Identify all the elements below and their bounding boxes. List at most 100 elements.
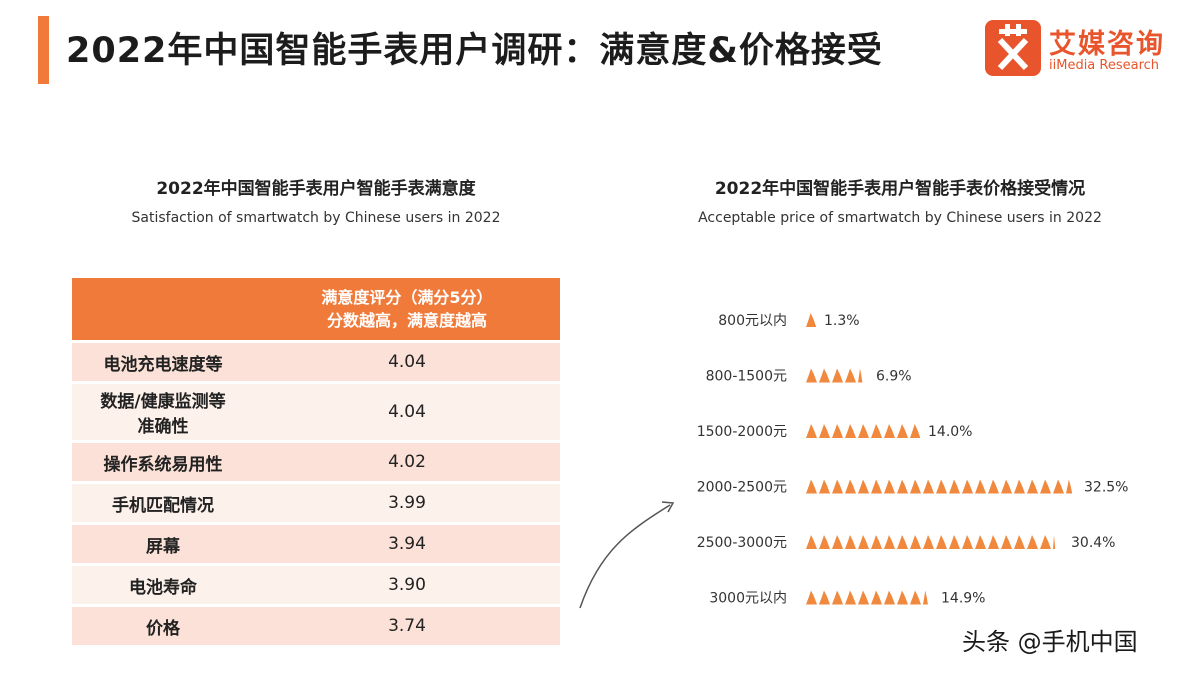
price-bar-icon bbox=[806, 535, 817, 549]
price-bar-icon bbox=[845, 535, 856, 549]
row-score: 3.90 bbox=[254, 563, 560, 606]
price-bar-icon bbox=[871, 424, 882, 438]
price-value-label: 32.5% bbox=[1084, 480, 1128, 496]
price-bar-icon bbox=[923, 535, 934, 549]
price-bar-icon bbox=[819, 590, 830, 605]
price-bar-icon bbox=[845, 479, 856, 494]
price-bar-icon bbox=[988, 535, 999, 549]
price-bar-icon bbox=[819, 368, 830, 383]
row-item: 电池充电速度等 bbox=[72, 340, 254, 383]
table-row: 数据/健康监测等 准确性 4.04 bbox=[72, 381, 560, 442]
logo-text-en: iiMedia Research bbox=[1049, 58, 1160, 73]
price-bar-icon bbox=[897, 424, 908, 438]
price-category-label: 2000-2500元 bbox=[697, 480, 787, 496]
price-bar-icon bbox=[910, 535, 921, 549]
row-score: 3.94 bbox=[254, 522, 560, 565]
price-bar-icon bbox=[871, 479, 882, 494]
header-line-1: 满意度评分（满分5分） bbox=[321, 288, 493, 307]
satisfaction-subtitle: Satisfaction of smartwatch by Chinese us… bbox=[131, 210, 501, 226]
price-bar-icon bbox=[1001, 535, 1012, 549]
price-bar-icon bbox=[832, 535, 843, 549]
satisfaction-title: 2022年中国智能手表用户智能手表满意度 bbox=[156, 179, 476, 199]
price-bar-icon bbox=[858, 368, 863, 383]
table-row: 手机匹配情况 3.99 bbox=[72, 481, 560, 524]
price-bar bbox=[806, 479, 1073, 494]
logo-mark-icon bbox=[985, 20, 1041, 76]
price-bar-icon bbox=[858, 424, 869, 438]
price-value-label: 6.9% bbox=[876, 369, 912, 385]
price-bar-icon bbox=[962, 535, 973, 549]
price-category-label: 3000元以内 bbox=[709, 591, 787, 607]
decorative-arrow bbox=[579, 504, 671, 609]
row-item: 电池寿命 bbox=[72, 563, 254, 606]
price-category-label: 800-1500元 bbox=[706, 369, 787, 385]
price-bar-icon bbox=[923, 479, 934, 494]
price-bar-icon bbox=[832, 424, 843, 438]
price-value-label: 14.9% bbox=[941, 591, 985, 607]
price-bar-icon bbox=[806, 590, 817, 605]
price-bar-icon bbox=[819, 479, 830, 494]
satisfaction-table: 满意度评分（满分5分） 分数越高，满意度越高 电池充电速度等 4.04 数据/健… bbox=[72, 278, 560, 645]
price-subtitle: Acceptable price of smartwatch by Chines… bbox=[698, 210, 1102, 226]
price-bar-icon bbox=[910, 590, 921, 605]
table-header-empty bbox=[72, 278, 254, 342]
logo-text-cn: 艾媒咨询 bbox=[1049, 29, 1165, 60]
row-item: 数据/健康监测等 准确性 bbox=[72, 381, 254, 442]
table-header-row: 满意度评分（满分5分） 分数越高，满意度越高 bbox=[72, 278, 560, 342]
price-bar-icon bbox=[1027, 479, 1038, 494]
title-accent-bar bbox=[38, 16, 49, 84]
price-bar-icon bbox=[858, 535, 869, 549]
price-bar-icon bbox=[871, 590, 882, 605]
price-bar-icon bbox=[975, 535, 986, 549]
price-bar-icon bbox=[884, 424, 895, 438]
price-bar-icon bbox=[819, 424, 830, 438]
header-line-2: 分数越高，满意度越高 bbox=[326, 311, 487, 330]
price-bar-icon bbox=[1001, 479, 1012, 494]
page-title: 2022年中国智能手表用户调研：满意度&价格接受 bbox=[66, 31, 883, 71]
price-bar-icon bbox=[897, 479, 908, 494]
price-bar-icon bbox=[806, 479, 817, 494]
price-bar-icon bbox=[962, 479, 973, 494]
price-category-label: 2500-3000元 bbox=[697, 535, 787, 551]
price-value-label: 1.3% bbox=[824, 313, 860, 329]
price-bar-icon bbox=[1040, 479, 1051, 494]
price-bar-icon bbox=[832, 368, 843, 383]
table-row: 电池充电速度等 4.04 bbox=[72, 340, 560, 383]
table-row: 操作系统易用性 4.02 bbox=[72, 440, 560, 483]
row-item: 屏幕 bbox=[72, 522, 254, 565]
price-bar bbox=[806, 535, 1056, 549]
price-bar-icon bbox=[910, 424, 921, 438]
price-bar-icon bbox=[936, 535, 947, 549]
table-row: 电池寿命 3.90 bbox=[72, 563, 560, 606]
price-bar-icon bbox=[988, 479, 999, 494]
price-value-label: 14.0% bbox=[928, 424, 972, 440]
price-bar-icon bbox=[949, 479, 960, 494]
row-item: 手机匹配情况 bbox=[72, 481, 254, 524]
price-bar-icon bbox=[936, 479, 947, 494]
price-bar-icon bbox=[1014, 535, 1025, 549]
price-bar-icon bbox=[884, 479, 895, 494]
price-bar-icon bbox=[923, 590, 928, 605]
price-bar bbox=[806, 313, 817, 327]
price-bar-icon bbox=[845, 424, 856, 438]
price-value-label: 30.4% bbox=[1071, 535, 1115, 551]
price-bar-icon bbox=[897, 535, 908, 549]
price-bar-icon bbox=[1027, 535, 1038, 549]
price-bar-icon bbox=[897, 590, 908, 605]
price-bar-icon bbox=[871, 535, 882, 549]
price-category-label: 1500-2000元 bbox=[697, 424, 787, 440]
row-score: 4.04 bbox=[254, 381, 560, 442]
price-bar-icon bbox=[949, 535, 960, 549]
price-bar-icon bbox=[884, 535, 895, 549]
price-bar-icon bbox=[806, 424, 817, 438]
row-score: 4.04 bbox=[254, 340, 560, 383]
row-item-line-2: 准确性 bbox=[137, 417, 189, 437]
price-bar bbox=[806, 424, 921, 438]
price-bar-icon bbox=[806, 368, 817, 383]
price-bar-icon bbox=[832, 479, 843, 494]
row-item: 操作系统易用性 bbox=[72, 440, 254, 483]
price-bar-icon bbox=[845, 368, 856, 383]
price-bar-icon bbox=[1053, 535, 1056, 549]
row-item-line-1: 数据/健康监测等 bbox=[100, 392, 226, 412]
price-bar-icon bbox=[832, 590, 843, 605]
